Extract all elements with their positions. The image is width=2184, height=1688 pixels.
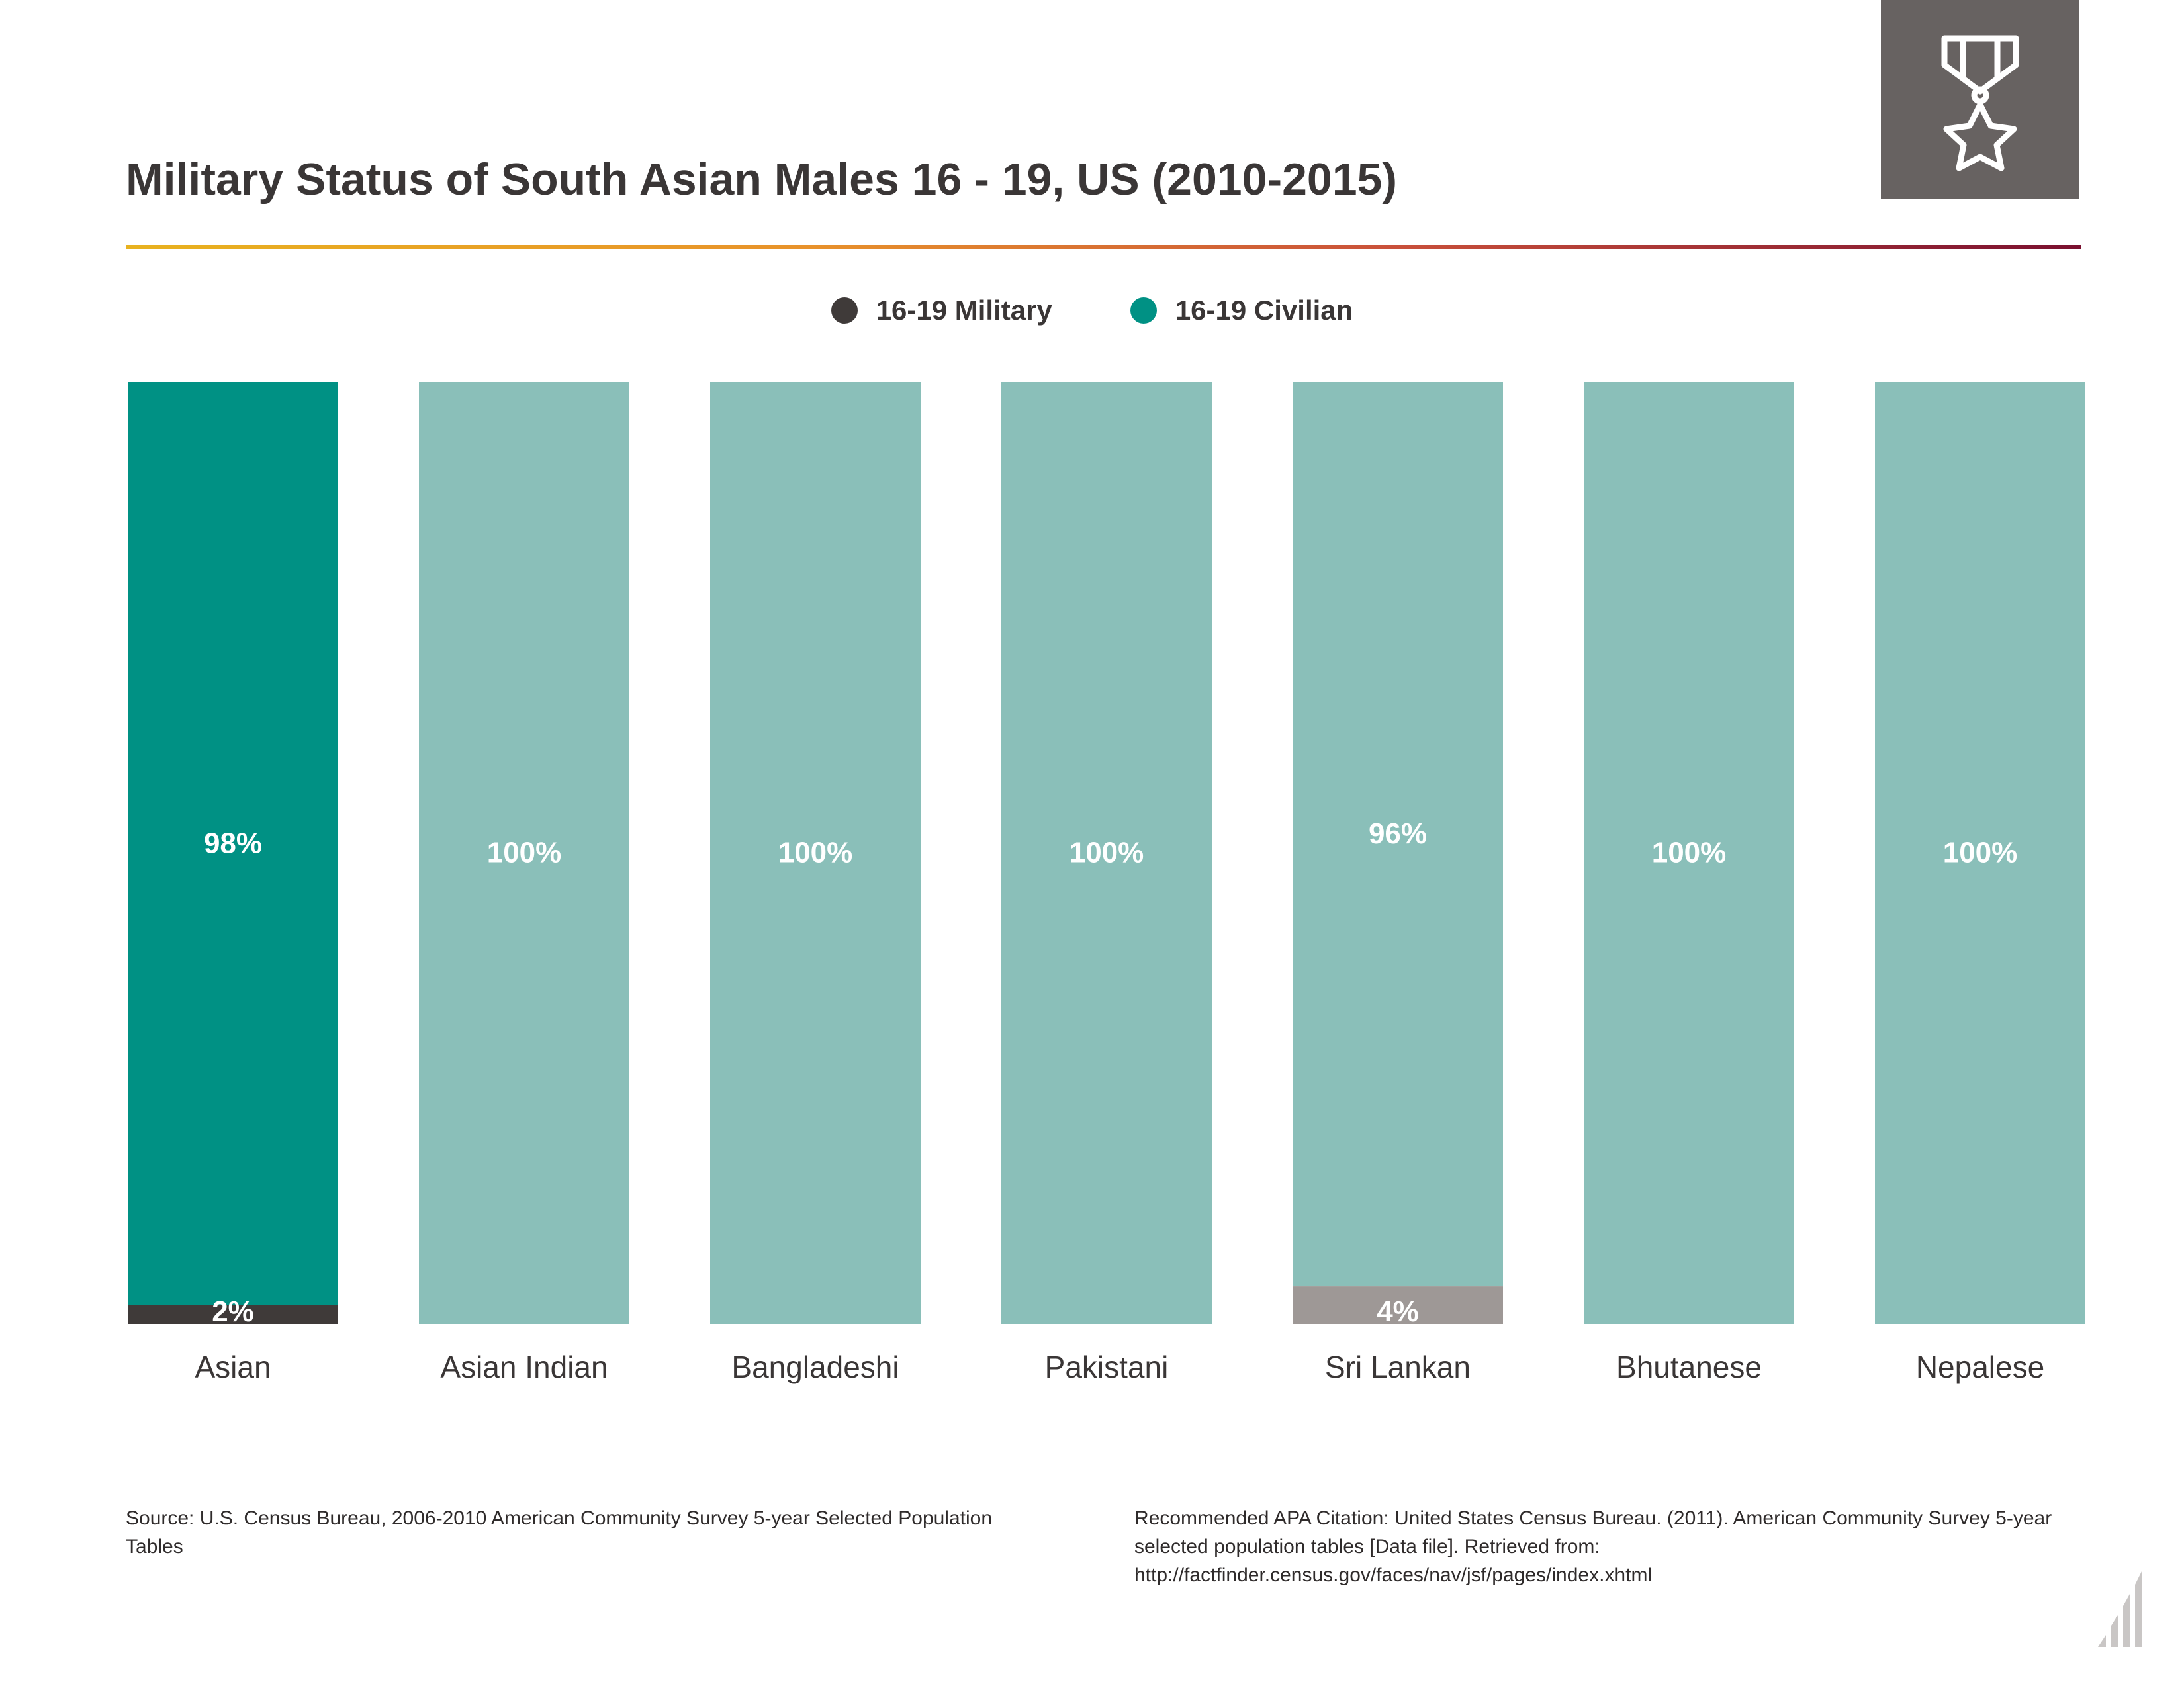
category-label-3: Pakistani — [1045, 1350, 1169, 1384]
data-label-civilian-6: 100% — [1943, 837, 2018, 869]
bar-military-4 — [1293, 1286, 1503, 1324]
bar-civilian-5 — [1584, 382, 1794, 1324]
title-divider — [126, 245, 2081, 249]
category-label-4: Sri Lankan — [1325, 1350, 1471, 1384]
category-label-1: Asian Indian — [440, 1350, 608, 1384]
chart-title: Military Status of South Asian Males 16 … — [126, 154, 1397, 205]
data-label-civilian-1: 100% — [487, 837, 562, 869]
data-label-civilian-4: 96% — [1369, 818, 1427, 850]
category-label-5: Bhutanese — [1616, 1350, 1762, 1384]
bar-logo-icon — [2098, 1571, 2142, 1647]
bar-civilian-3 — [1001, 382, 1212, 1324]
chart-legend: 16-19 Military 16-19 Civilian — [0, 287, 2184, 334]
category-label-6: Nepalese — [1916, 1350, 2044, 1384]
citation-note: Recommended APA Citation: United States … — [1134, 1507, 2052, 1586]
data-label-civilian-2: 100% — [778, 837, 853, 869]
medal-badge — [1881, 0, 2079, 199]
military-medal-icon — [1941, 35, 2019, 171]
legend-item-civilian: 16-19 Civilian — [1130, 295, 1353, 326]
category-label-2: Bangladeshi — [731, 1350, 899, 1384]
bar-civilian-2 — [710, 382, 921, 1324]
bar-military-0 — [128, 1305, 338, 1324]
data-label-civilian-5: 100% — [1652, 837, 1727, 869]
data-label-civilian-0: 98% — [204, 827, 262, 859]
bar-civilian-1 — [419, 382, 629, 1324]
data-label-military-4: 4% — [1377, 1295, 1419, 1328]
bar-civilian-0 — [128, 382, 338, 1305]
legend-swatch-military — [831, 297, 858, 324]
data-label-military-0: 2% — [212, 1295, 254, 1328]
category-label-0: Asian — [195, 1350, 271, 1384]
source-note: Source: U.S. Census Bureau, 2006-2010 Am… — [126, 1507, 993, 1558]
legend-label-civilian: 16-19 Civilian — [1175, 295, 1353, 326]
legend-swatch-civilian — [1130, 297, 1157, 324]
data-label-civilian-3: 100% — [1069, 837, 1144, 869]
legend-label-military: 16-19 Military — [876, 295, 1052, 326]
legend-item-military: 16-19 Military — [831, 295, 1052, 326]
stacked-bar-chart: 98% 2% Asian 100% Asian Indian 100% Bangladesh… — [0, 371, 2184, 1403]
bar-civilian-4 — [1293, 382, 1503, 1287]
chart-canvas: 98% 2% Asian 100% Asian Indian 100% Bangladesh… — [128, 382, 2085, 1384]
bar-civilian-6 — [1875, 382, 2085, 1324]
